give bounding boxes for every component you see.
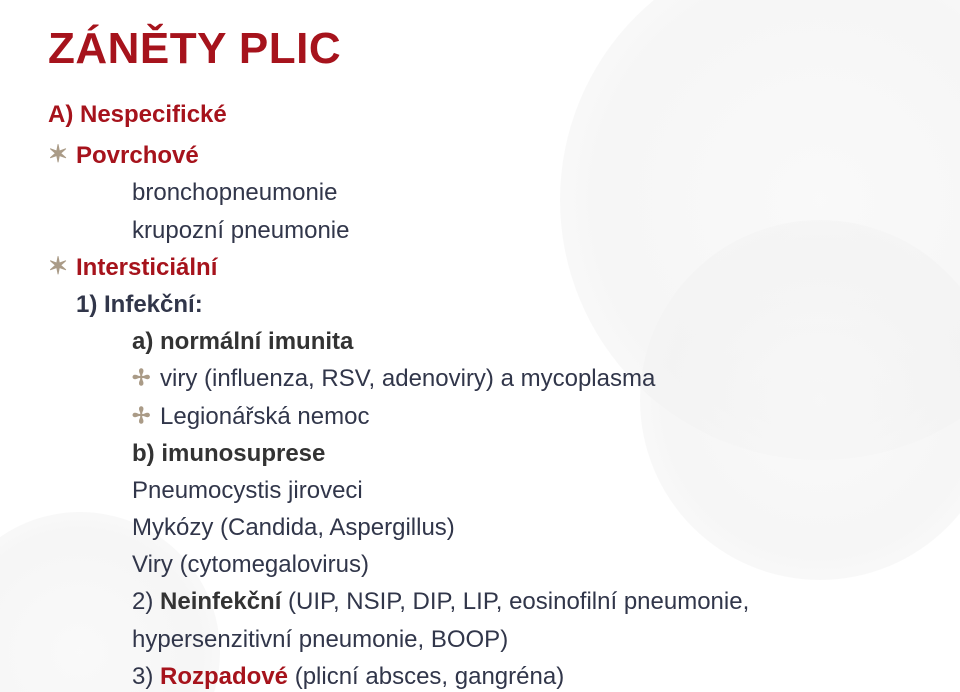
povrchove-item: krupozní pneumonie <box>132 212 912 249</box>
neinfekcni-bold: Neinfekční <box>160 588 281 615</box>
slide: ZÁNĚTY PLIC A) Nespecifické ✶ Povrchové … <box>0 0 960 692</box>
rozpadove-rest: (plicní absces, gangréna) <box>288 663 564 690</box>
infekcni-heading: 1) Infekční: <box>76 286 912 323</box>
neinfekcni-prefix: 2) <box>132 588 160 615</box>
povrchove-item: bronchopneumonie <box>132 174 912 211</box>
plus-item: ✢ Legionářská nemoc <box>132 398 912 435</box>
plus-marker: ✢ <box>132 398 160 433</box>
sub-b-heading: b) imunosuprese <box>132 435 912 472</box>
povrchove-label: Povrchové <box>76 137 199 174</box>
sub-b-item: Pneumocystis jiroveci <box>132 472 912 509</box>
rozpadove-bold: Rozpadové <box>160 663 288 690</box>
plus-item: ✢ viry (influenza, RSV, adenoviry) a myc… <box>132 360 912 397</box>
plus-text: viry (influenza, RSV, adenoviry) a mycop… <box>160 360 655 397</box>
bullet-marker: ✶ <box>48 137 76 174</box>
sub-b-item: Viry (cytomegalovirus) <box>132 546 912 583</box>
infekcni-label: 1) Infekční: <box>76 291 203 318</box>
neinfekcni-line: 2) Neinfekční (UIP, NSIP, DIP, LIP, eosi… <box>132 583 912 657</box>
section-a-heading: A) Nespecifické <box>48 96 912 133</box>
plus-marker: ✢ <box>132 360 160 395</box>
bullet-povrchove: ✶ Povrchové <box>48 137 912 174</box>
sub-b-item: Mykózy (Candida, Aspergillus) <box>132 509 912 546</box>
bullet-intersticialni: ✶ Intersticiální <box>48 249 912 286</box>
slide-title: ZÁNĚTY PLIC <box>48 24 912 74</box>
plus-text: Legionářská nemoc <box>160 398 369 435</box>
intersticialni-label: Intersticiální <box>76 249 217 286</box>
slide-content: A) Nespecifické ✶ Povrchové bronchopneum… <box>48 96 912 692</box>
sub-a-heading: a) normální imunita <box>132 323 912 360</box>
rozpadove-line: 3) Rozpadové (plicní absces, gangréna) <box>132 658 912 692</box>
rozpadove-prefix: 3) <box>132 663 160 690</box>
bullet-marker: ✶ <box>48 249 76 286</box>
